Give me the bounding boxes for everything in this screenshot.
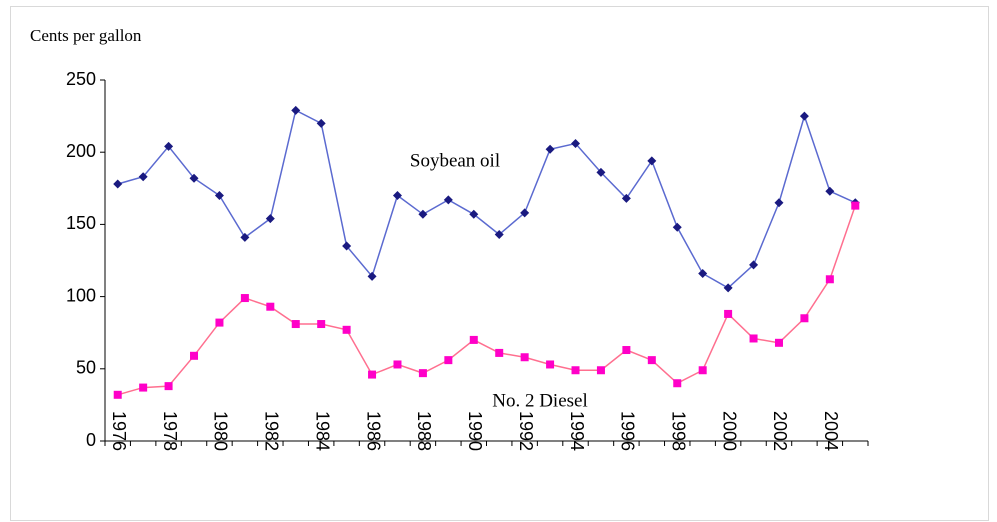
x-tick-label: 1978 bbox=[160, 411, 180, 451]
data-point bbox=[240, 232, 250, 242]
data-point bbox=[749, 334, 758, 343]
data-point bbox=[596, 366, 605, 375]
data-point bbox=[520, 208, 530, 218]
data-point bbox=[494, 230, 504, 240]
data-point bbox=[469, 335, 478, 344]
data-point bbox=[698, 366, 707, 375]
data-point bbox=[418, 209, 428, 219]
y-tick-label: 250 bbox=[66, 69, 96, 89]
x-tick-label: 2000 bbox=[719, 411, 739, 451]
data-point bbox=[393, 360, 402, 369]
series-line bbox=[117, 109, 856, 289]
data-point bbox=[317, 320, 326, 329]
data-point bbox=[214, 191, 224, 201]
data-point bbox=[749, 260, 759, 270]
data-point bbox=[291, 105, 301, 115]
x-tick-label: 1984 bbox=[312, 411, 332, 451]
x-tick-label: 1990 bbox=[465, 411, 485, 451]
y-tick-label: 200 bbox=[66, 141, 96, 161]
x-tick-label: 1982 bbox=[262, 411, 282, 451]
x-tick-label: 1994 bbox=[567, 411, 587, 451]
data-point bbox=[139, 383, 148, 392]
x-tick-label: 1980 bbox=[211, 411, 231, 451]
x-tick-label: 1998 bbox=[669, 411, 689, 451]
x-tick-label: 2004 bbox=[821, 411, 841, 451]
data-point bbox=[672, 222, 682, 232]
data-point bbox=[418, 369, 427, 378]
y-tick-label: 50 bbox=[76, 358, 96, 378]
data-point bbox=[825, 186, 835, 196]
series-line bbox=[117, 205, 856, 396]
data-point bbox=[392, 191, 402, 201]
data-point bbox=[622, 346, 631, 355]
x-tick-label: 1992 bbox=[516, 411, 536, 451]
chart-frame bbox=[10, 6, 989, 521]
x-tick-label: 1976 bbox=[109, 411, 129, 451]
data-point bbox=[596, 167, 606, 177]
data-point bbox=[621, 193, 631, 203]
data-point bbox=[673, 379, 682, 388]
series-label: No. 2 Diesel bbox=[492, 390, 588, 411]
data-point bbox=[367, 271, 377, 281]
data-point bbox=[215, 318, 224, 327]
data-point bbox=[266, 302, 275, 311]
data-point bbox=[495, 348, 504, 357]
data-point bbox=[189, 173, 199, 183]
data-point bbox=[698, 268, 708, 278]
data-point bbox=[291, 320, 300, 329]
data-point bbox=[316, 118, 326, 128]
data-point bbox=[113, 390, 122, 399]
x-tick-label: 1986 bbox=[363, 411, 383, 451]
data-point bbox=[368, 370, 377, 379]
data-point bbox=[825, 275, 834, 284]
data-point bbox=[571, 139, 581, 149]
data-point bbox=[520, 353, 529, 362]
data-point bbox=[571, 366, 580, 375]
y-tick-label: 150 bbox=[66, 213, 96, 233]
data-point bbox=[138, 172, 148, 182]
data-point bbox=[724, 309, 733, 318]
data-point bbox=[444, 356, 453, 365]
data-point bbox=[265, 214, 275, 224]
x-tick-label: 1988 bbox=[414, 411, 434, 451]
data-point bbox=[190, 351, 199, 360]
data-point bbox=[469, 209, 479, 219]
x-tick-label: 2002 bbox=[770, 411, 790, 451]
data-point bbox=[113, 179, 123, 189]
data-point bbox=[723, 283, 733, 293]
data-point bbox=[647, 156, 657, 166]
data-point bbox=[647, 356, 656, 365]
data-point bbox=[443, 195, 453, 205]
data-point bbox=[774, 198, 784, 208]
data-point bbox=[164, 382, 173, 391]
x-tick-label: 1996 bbox=[618, 411, 638, 451]
y-axis-label: Cents per gallon bbox=[30, 26, 142, 45]
y-tick-label: 100 bbox=[66, 285, 96, 305]
data-point bbox=[851, 201, 860, 210]
data-point bbox=[545, 144, 555, 154]
series-label: Soybean oil bbox=[410, 150, 500, 171]
data-point bbox=[240, 294, 249, 303]
data-point bbox=[799, 111, 809, 121]
y-tick-label: 0 bbox=[86, 430, 96, 450]
data-point bbox=[800, 314, 809, 323]
data-point bbox=[774, 338, 783, 347]
data-point bbox=[164, 141, 174, 151]
data-point bbox=[546, 360, 555, 369]
data-point bbox=[342, 325, 351, 334]
data-point bbox=[342, 241, 352, 251]
